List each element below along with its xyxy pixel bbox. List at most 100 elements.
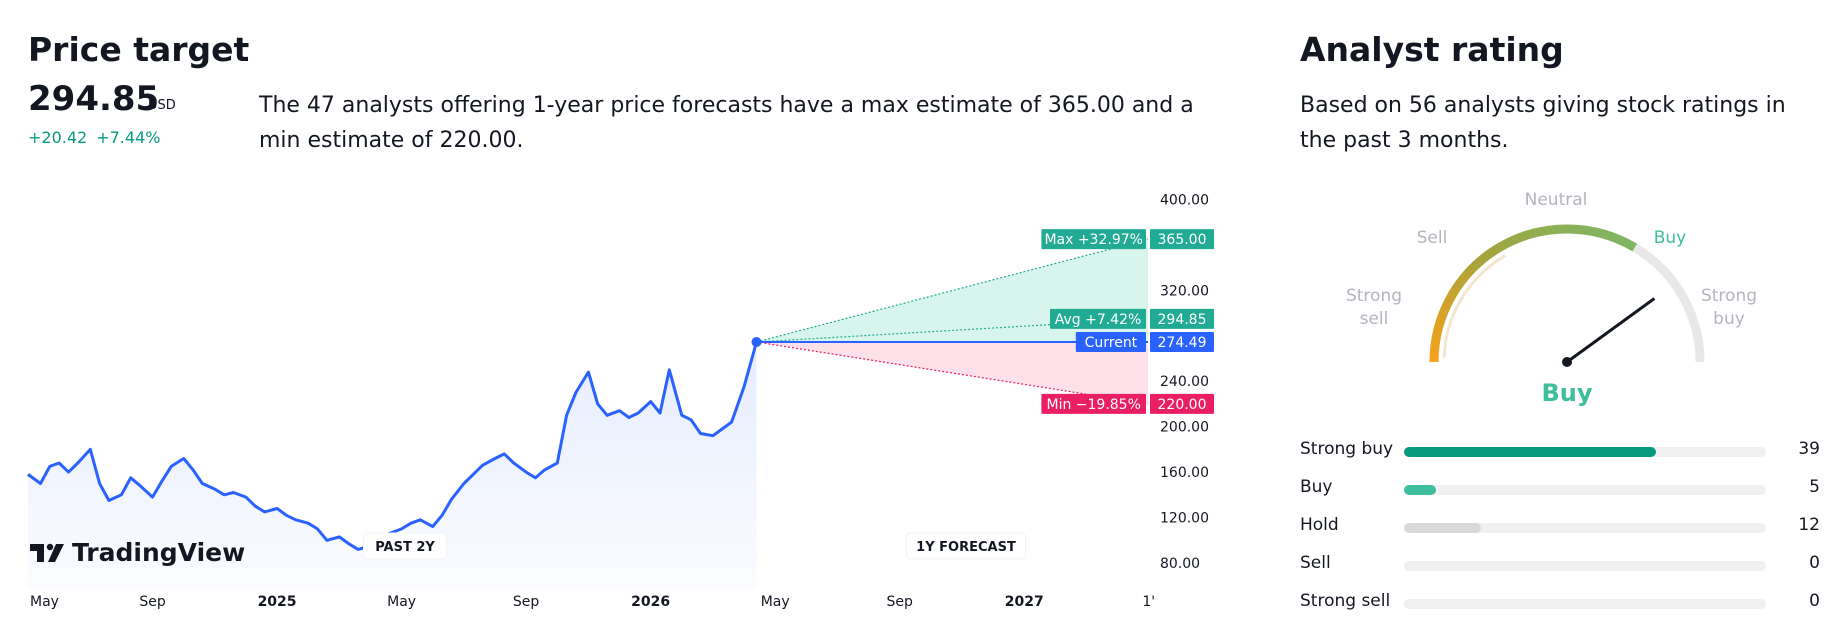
forecast-label-min: Min −19.85% 220.00 <box>1041 393 1214 414</box>
current-price-point <box>751 336 762 347</box>
rating-label: Hold <box>1300 515 1339 535</box>
forecast-label-max: Max +32.97% 365.00 <box>1041 229 1214 250</box>
gauge-fill <box>1429 224 1637 363</box>
rating-bar-track <box>1404 561 1766 571</box>
tradingview-logo-dot <box>46 543 54 551</box>
rating-count: 5 <box>1809 477 1820 497</box>
analyst-rating-title: Analyst rating <box>1300 30 1564 69</box>
forecast-line-max <box>756 238 1149 343</box>
y-tick-label: 160.00 <box>1160 465 1209 481</box>
rating-gauge: Strong sell Sell Neutral Buy Strong buy Buy <box>1346 190 1757 407</box>
x-tick-label: Sep <box>887 594 914 610</box>
change-percent: +7.44% <box>96 128 161 147</box>
price-forecast-chart: 400.00 320.00 240.00 200.00 160.00 120.00 80.0… <box>27 192 1214 610</box>
x-tick-label: May <box>387 594 416 610</box>
rating-bar-track <box>1404 447 1766 457</box>
gauge-track <box>1429 224 1705 363</box>
y-tick-label: 240.00 <box>1160 374 1209 390</box>
rating-label: Sell <box>1300 553 1331 573</box>
rating-bar-fill <box>1404 447 1656 457</box>
x-tick-label: May <box>30 594 59 610</box>
rating-row: Strong sell 0 <box>1300 589 1820 615</box>
period-label-past-text: PAST 2Y <box>375 540 435 555</box>
period-label-past: PAST 2Y <box>363 532 447 560</box>
x-tick-label: 2026 <box>631 594 670 610</box>
forecast-tag-bg <box>1041 229 1146 250</box>
change-absolute: +20.42 <box>28 128 88 147</box>
forecast-downside-zone <box>756 341 1148 404</box>
forecast-label-avg: Avg +7.42% 294.85 <box>1050 308 1214 329</box>
rating-count: 0 <box>1809 591 1820 611</box>
tradingview-logo: TradingView <box>30 538 245 567</box>
gauge-result: Buy <box>1541 379 1592 407</box>
price-area <box>28 342 757 588</box>
rating-count: 0 <box>1809 553 1820 573</box>
price-target-title: Price target <box>28 30 250 69</box>
forecast-value-bg <box>1150 393 1214 414</box>
forecast-value-text: 220.00 <box>1158 397 1207 413</box>
forecast-label-current: Current 274.49 <box>1075 331 1214 352</box>
y-tick-label: 200.00 <box>1160 420 1209 436</box>
period-label-forecast: 1Y FORECAST <box>906 532 1026 560</box>
y-tick-label: 120.00 <box>1160 511 1209 527</box>
forecast-value-bg <box>1150 229 1214 250</box>
y-tick-label: 80.00 <box>1160 556 1200 572</box>
gauge-needle <box>1566 297 1656 364</box>
analyst-rating-description: Based on 56 analysts giving stock rating… <box>1300 93 1786 153</box>
rating-row: Strong buy 39 <box>1300 437 1820 463</box>
forecast-tag-text: Avg +7.42% <box>1055 312 1142 328</box>
gauge-label-strong-sell-2: sell <box>1360 309 1389 329</box>
gauge-label-buy: Buy <box>1654 228 1687 248</box>
period-label-past-bg <box>363 532 447 560</box>
x-tick-label: May <box>761 594 790 610</box>
forecast-value-text: 365.00 <box>1158 232 1207 248</box>
gauge-needle-hub <box>1562 357 1572 367</box>
price-target-description: The 47 analysts offering 1-year price fo… <box>259 93 1194 153</box>
rating-bar-track <box>1404 523 1766 533</box>
forecast-tag-bg <box>1075 331 1146 352</box>
tradingview-logo-icon <box>30 544 44 562</box>
rating-row: Hold 12 <box>1300 513 1820 539</box>
x-tick-label: 2027 <box>1005 594 1044 610</box>
price-target-value: 294.85 <box>28 79 160 119</box>
y-tick-label: 400.00 <box>1160 192 1209 208</box>
forecast-tag-bg <box>1050 308 1146 329</box>
rating-bar-track <box>1404 485 1766 495</box>
y-tick-label: 320.00 <box>1160 283 1209 299</box>
tradingview-logo-text: TradingView <box>72 538 245 567</box>
x-tick-label: Sep <box>139 594 166 610</box>
gauge-label-strong-sell-1: Strong <box>1346 286 1402 306</box>
forecast-tag-text: Min −19.85% <box>1046 397 1140 413</box>
gauge-label-strong-buy-2: buy <box>1713 309 1745 329</box>
forecast-line-avg <box>756 318 1149 343</box>
rating-count: 39 <box>1798 439 1820 459</box>
gauge-label-sell: Sell <box>1417 228 1448 248</box>
x-tick-label: 2025 <box>258 594 297 610</box>
rating-row: Sell 0 <box>1300 551 1820 577</box>
currency-label: USD <box>148 98 176 113</box>
forecast-tag-bg <box>1041 393 1146 414</box>
rating-bar-fill <box>1404 523 1482 533</box>
price-target-change: +20.42 +7.44% <box>28 128 160 147</box>
rating-row: Buy 5 <box>1300 475 1820 501</box>
rating-label: Strong buy <box>1300 439 1394 459</box>
gauge-inner-arc <box>1442 254 1507 358</box>
gauge-label-neutral: Neutral <box>1525 190 1588 210</box>
rating-bar-fill <box>1404 485 1437 495</box>
forecast-value-text: 294.85 <box>1158 312 1207 328</box>
period-label-forecast-text: 1Y FORECAST <box>916 540 1016 555</box>
forecast-value-text: 274.49 <box>1158 335 1207 351</box>
forecast-tag-text: Max +32.97% <box>1044 232 1143 248</box>
forecast-value-bg <box>1150 308 1214 329</box>
gauge-label-strong-buy-1: Strong <box>1701 286 1757 306</box>
forecast-value-bg <box>1150 331 1214 352</box>
rating-count: 12 <box>1798 515 1820 535</box>
rating-label: Strong sell <box>1300 591 1391 611</box>
forecast-tag-text: Current <box>1085 335 1138 351</box>
period-label-forecast-bg <box>906 532 1026 560</box>
rating-label: Buy <box>1300 477 1333 497</box>
x-tick-label: 1' <box>1142 594 1155 610</box>
x-tick-label: Sep <box>513 594 540 610</box>
rating-bar-track <box>1404 599 1766 609</box>
tradingview-logo-mark <box>48 544 64 562</box>
